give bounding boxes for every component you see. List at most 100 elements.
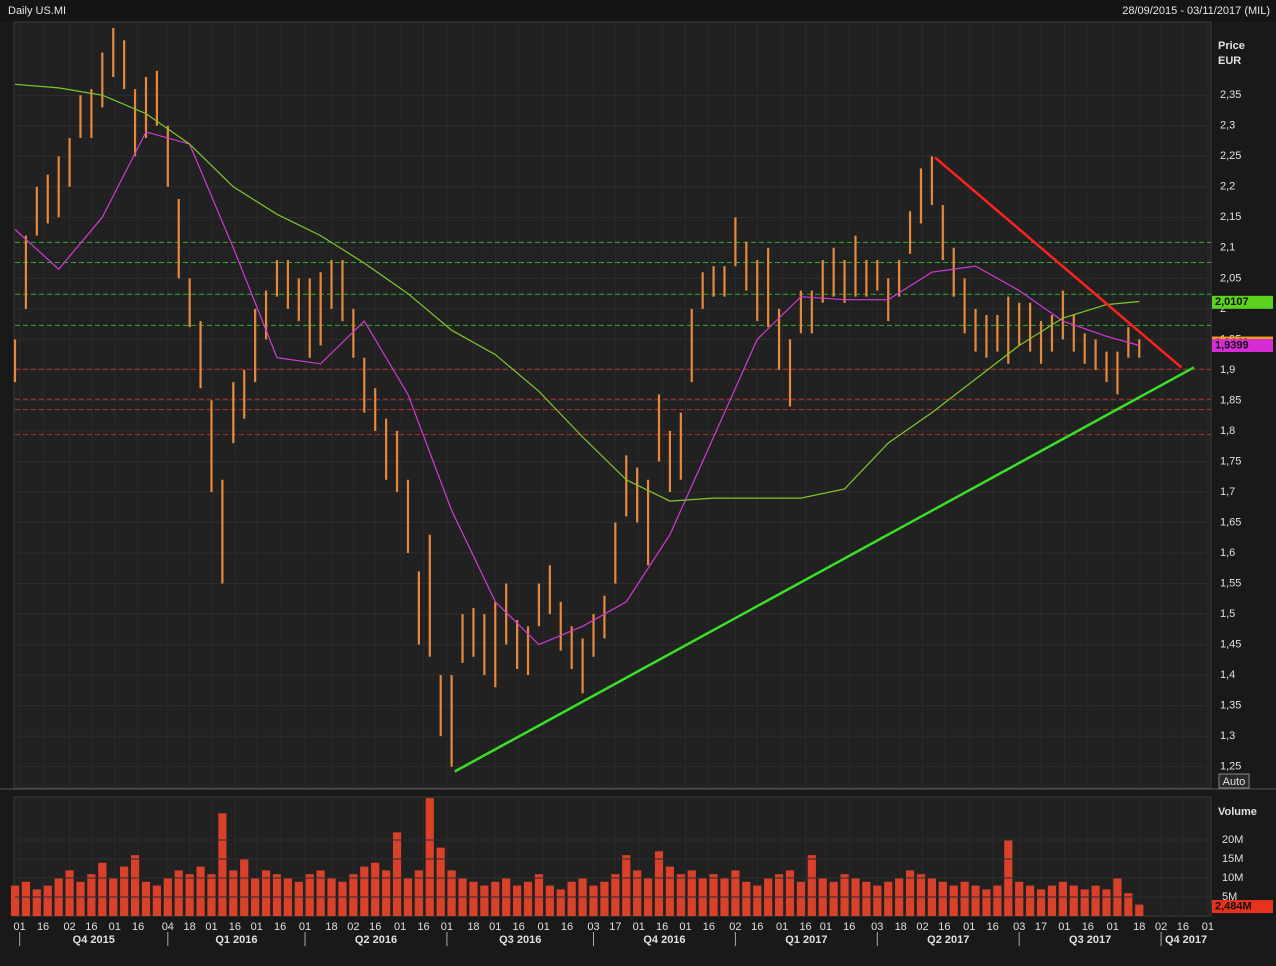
moving-average xyxy=(14,83,1140,502)
x-tick-label: 16 xyxy=(561,921,573,933)
volume-bar xyxy=(371,862,380,916)
volume-bar xyxy=(32,889,41,916)
volume-bar xyxy=(523,881,533,916)
y-tick-label: 1,55 xyxy=(1220,577,1241,589)
volume-tick-label: 15M xyxy=(1222,853,1243,865)
volume-bar xyxy=(709,874,718,916)
y-tick-label: 1,9 xyxy=(1220,364,1235,376)
volume-tick-label: 20M xyxy=(1222,834,1243,846)
last-value-tag xyxy=(1212,295,1273,309)
x-tick-label: 01 xyxy=(14,921,26,933)
x-tick-label: 01 xyxy=(299,921,311,933)
x-tick-label: 01 xyxy=(489,921,501,933)
volume-bar xyxy=(130,855,140,916)
volume-bar xyxy=(21,881,31,916)
x-tick-label: 18 xyxy=(467,921,479,933)
x-tick-label: 16 xyxy=(987,921,999,933)
quarter-label: Q3 2016 xyxy=(499,934,541,946)
x-tick-label: 16 xyxy=(843,921,855,933)
quarter-label: Q4 2015 xyxy=(73,934,115,946)
y-tick-label: 1,65 xyxy=(1220,516,1241,528)
x-tick-label: 03 xyxy=(871,921,883,933)
volume-bar xyxy=(993,885,1002,916)
volume-bar xyxy=(1026,885,1035,916)
volume-bar xyxy=(469,881,478,916)
x-tick-label: 04 xyxy=(162,921,174,933)
volume-bar xyxy=(840,874,849,916)
volume-bar xyxy=(120,866,129,916)
volume-bar xyxy=(392,832,402,916)
x-tick-label: 16 xyxy=(1177,921,1189,933)
trend-line xyxy=(934,156,1183,369)
volume-bar xyxy=(414,870,423,916)
y-tick-label: 2,15 xyxy=(1220,211,1241,223)
x-tick-label: 16 xyxy=(417,921,429,933)
last-value-tag xyxy=(1212,339,1273,353)
quarter-label: Q1 2017 xyxy=(785,934,827,946)
volume-bar xyxy=(556,889,565,916)
volume-bar xyxy=(1102,889,1111,916)
volume-bar xyxy=(971,885,980,916)
volume-bar xyxy=(665,866,675,916)
y-tick-label: 1,7 xyxy=(1220,486,1235,498)
auto-scale-label[interactable]: Auto xyxy=(1223,776,1246,788)
x-tick-label: 01 xyxy=(205,921,217,933)
y-tick-label: 1,35 xyxy=(1220,700,1241,712)
volume-bar xyxy=(807,855,816,916)
x-tick-label: 02 xyxy=(347,921,359,933)
x-tick-label: 03 xyxy=(1013,921,1025,933)
y-tick-label: 1,25 xyxy=(1220,761,1241,773)
y-axis-unit: EUR xyxy=(1218,55,1241,67)
x-tick-label: 16 xyxy=(37,921,49,933)
volume-bar xyxy=(98,862,107,916)
x-tick-label: 02 xyxy=(1155,921,1167,933)
volume-bar xyxy=(785,870,795,916)
volume-bar xyxy=(360,866,369,916)
volume-bar xyxy=(480,885,489,916)
volume-bar xyxy=(87,874,96,916)
x-tick-label: 16 xyxy=(229,921,241,933)
volume-bar xyxy=(796,881,805,916)
y-tick-label: 2,35 xyxy=(1220,89,1241,101)
x-tick-label: 01 xyxy=(441,921,453,933)
volume-bar xyxy=(447,870,456,916)
y-tick-label: 2,25 xyxy=(1220,150,1241,162)
volume-tick-label: 5M xyxy=(1222,891,1237,903)
volume-bar xyxy=(949,885,958,916)
volume-last-tag xyxy=(1212,900,1273,914)
header-bar xyxy=(0,0,1276,22)
volume-bar xyxy=(633,870,642,916)
volume-bar xyxy=(982,889,991,916)
volume-bar xyxy=(1069,885,1078,916)
volume-bar xyxy=(1015,881,1024,916)
x-tick-label: 16 xyxy=(132,921,144,933)
volume-bar xyxy=(436,847,445,916)
volume-bar xyxy=(261,870,271,916)
volume-bar xyxy=(545,885,554,916)
x-tick-label: 16 xyxy=(274,921,286,933)
volume-bar xyxy=(905,870,915,916)
x-tick-label: 16 xyxy=(938,921,950,933)
x-tick-label: 18 xyxy=(184,921,196,933)
volume-bar xyxy=(76,881,85,916)
x-tick-label: 02 xyxy=(916,921,928,933)
x-tick-label: 16 xyxy=(656,921,668,933)
volume-title: Volume xyxy=(1218,806,1257,818)
volume-bar xyxy=(174,870,183,916)
x-tick-label: 01 xyxy=(537,921,549,933)
x-tick-label: 01 xyxy=(251,921,263,933)
x-tick-label: 16 xyxy=(369,921,381,933)
auto-scale-button[interactable] xyxy=(1218,773,1250,789)
x-tick-label: 01 xyxy=(1202,921,1214,933)
x-tick-label: 01 xyxy=(633,921,645,933)
volume-bar xyxy=(774,874,784,916)
volume-bar xyxy=(742,881,751,916)
volume-bar xyxy=(141,881,151,916)
volume-bar xyxy=(65,870,74,916)
x-tick-label: 18 xyxy=(1133,921,1145,933)
volume-bar xyxy=(676,874,685,916)
x-tick-label: 03 xyxy=(587,921,599,933)
volume-bar xyxy=(1135,904,1144,916)
date-range: 28/09/2015 - 03/11/2017 (MIL) xyxy=(1122,5,1270,17)
last-value-label: 2,0107 xyxy=(1215,296,1249,308)
